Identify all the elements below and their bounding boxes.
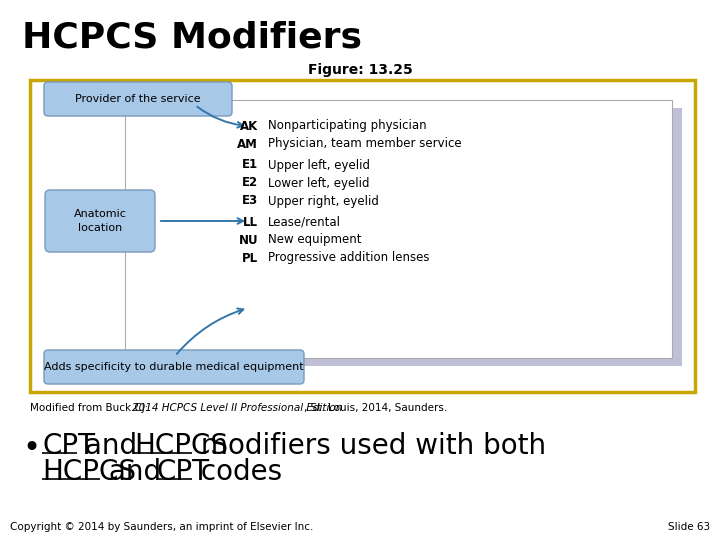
Text: •: •: [22, 434, 40, 463]
FancyBboxPatch shape: [45, 190, 155, 252]
Text: Anatomic
location: Anatomic location: [73, 210, 127, 233]
Text: CPT: CPT: [42, 432, 95, 460]
FancyBboxPatch shape: [125, 100, 672, 358]
Text: Physician, team member service: Physician, team member service: [268, 138, 462, 151]
Text: New equipment: New equipment: [268, 233, 361, 246]
Text: AM: AM: [237, 138, 258, 151]
Text: Figure: 13.25: Figure: 13.25: [307, 63, 413, 77]
FancyBboxPatch shape: [30, 80, 695, 392]
Text: HCPCS: HCPCS: [42, 458, 136, 486]
Text: PL: PL: [242, 252, 258, 265]
Text: Provider of the service: Provider of the service: [75, 94, 201, 104]
Text: LL: LL: [243, 215, 258, 228]
Text: Upper left, eyelid: Upper left, eyelid: [268, 159, 370, 172]
Text: E3: E3: [242, 194, 258, 207]
Text: and: and: [76, 432, 146, 460]
Text: Lower left, eyelid: Lower left, eyelid: [268, 177, 369, 190]
Text: HCPCS: HCPCS: [134, 432, 228, 460]
Text: Upper right, eyelid: Upper right, eyelid: [268, 194, 379, 207]
Text: Nonparticipating physician: Nonparticipating physician: [268, 119, 427, 132]
Text: and: and: [99, 458, 169, 486]
Text: Modified from Buck CJ:: Modified from Buck CJ:: [30, 403, 152, 413]
Text: CPT: CPT: [157, 458, 210, 486]
Text: Slide 63: Slide 63: [668, 522, 710, 532]
Text: HCPCS Modifiers: HCPCS Modifiers: [22, 21, 362, 55]
Text: Lease/rental: Lease/rental: [268, 215, 341, 228]
Text: codes: codes: [192, 458, 282, 486]
Text: 2014 HCPCS Level II Professional Edition: 2014 HCPCS Level II Professional Edition: [132, 403, 343, 413]
Text: Copyright © 2014 by Saunders, an imprint of Elsevier Inc.: Copyright © 2014 by Saunders, an imprint…: [10, 522, 313, 532]
Text: AK: AK: [240, 119, 258, 132]
Text: Progressive addition lenses: Progressive addition lenses: [268, 252, 430, 265]
Text: , St. Louis, 2014, Saunders.: , St. Louis, 2014, Saunders.: [305, 403, 448, 413]
Text: modifiers used with both: modifiers used with both: [192, 432, 546, 460]
FancyBboxPatch shape: [44, 82, 232, 116]
Text: E1: E1: [242, 159, 258, 172]
Text: NU: NU: [238, 233, 258, 246]
Text: Adds specificity to durable medical equipment: Adds specificity to durable medical equi…: [44, 362, 304, 372]
FancyBboxPatch shape: [44, 350, 304, 384]
Text: E2: E2: [242, 177, 258, 190]
FancyBboxPatch shape: [135, 108, 682, 366]
